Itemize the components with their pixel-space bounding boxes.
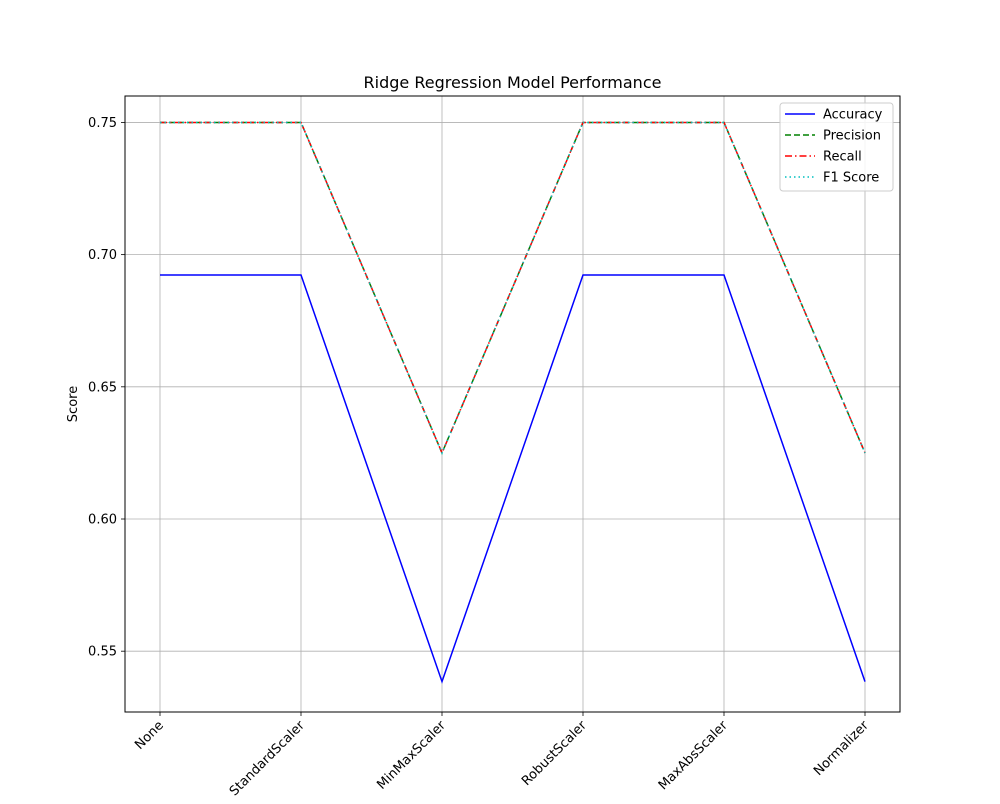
x-tick-label-minmaxscaler: MinMaxScaler	[374, 718, 449, 793]
series-line-f1-score	[160, 121, 866, 455]
series-lines	[160, 121, 866, 684]
legend-box	[779, 102, 894, 192]
x-tick-label-robustscaler: RobustScaler	[519, 718, 590, 789]
x-tick-label-normalizer: Normalizer	[811, 718, 872, 779]
y-tick-label: 0.60	[88, 513, 117, 528]
legend: Accuracy Precision Recall F1 Score	[779, 102, 894, 192]
y-axis-ticks: 0.55 0.60 0.65 0.70 0.75	[88, 116, 125, 660]
y-tick-label: 0.70	[88, 248, 117, 263]
y-tick-label: 0.75	[88, 116, 117, 131]
y-axis-label: Score	[66, 386, 81, 422]
axes-frame	[124, 95, 901, 713]
y-tick-label: 0.65	[88, 380, 117, 395]
x-axis-ticks: None StandardScaler MinMaxScaler RobustScal…	[132, 712, 872, 799]
x-tick-label-standardscaler: StandardScaler	[227, 718, 308, 799]
legend-label-accuracy: Accuracy	[823, 108, 883, 123]
chart-title: Ridge Regression Model Performance	[364, 73, 662, 92]
x-tick-label-none: None	[132, 718, 167, 753]
legend-label-f1-score: F1 Score	[823, 171, 879, 186]
y-tick-label: 0.55	[88, 645, 117, 660]
series-line-accuracy	[160, 274, 866, 684]
legend-label-recall: Recall	[823, 150, 862, 165]
legend-label-precision: Precision	[823, 129, 881, 144]
x-tick-label-maxabsscaler: MaxAbsScaler	[656, 718, 731, 793]
